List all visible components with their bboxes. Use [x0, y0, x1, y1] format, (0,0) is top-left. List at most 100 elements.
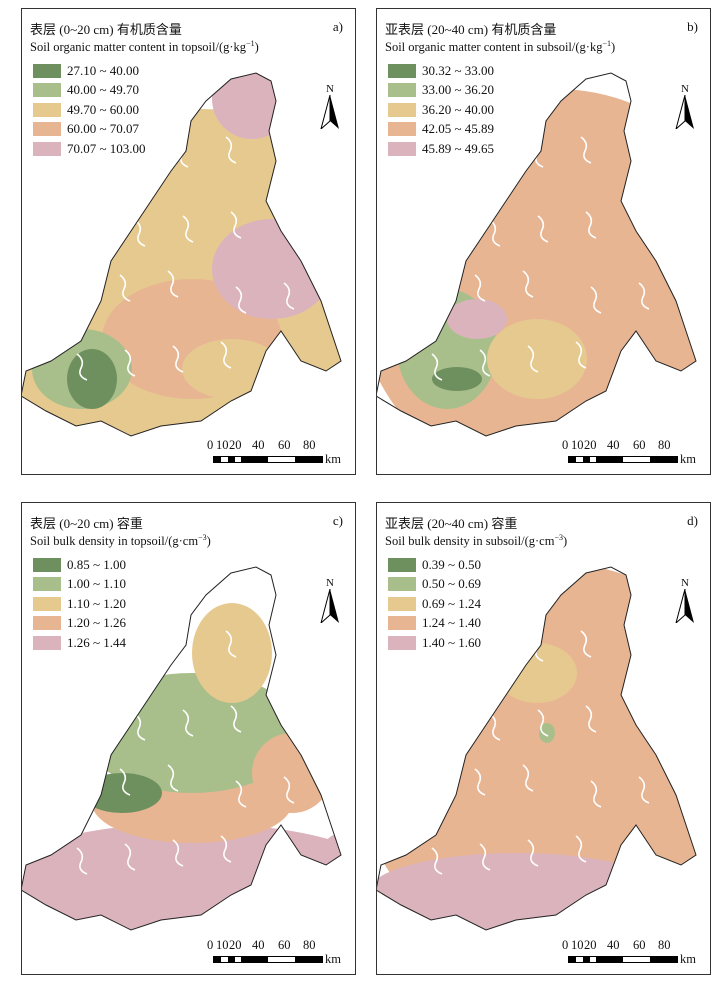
legend-swatch	[388, 102, 416, 117]
river-gap	[124, 843, 136, 871]
river-gap	[114, 693, 126, 721]
map-class-area	[252, 733, 332, 813]
north-arrow: N	[673, 577, 697, 626]
legend-range: 27.10 ~ 40.00	[67, 62, 140, 78]
legend: 27.10 ~ 40.00 40.00 ~ 49.70 49.70 ~ 60.00 6…	[33, 61, 146, 159]
map-class-area	[212, 219, 332, 319]
legend-swatch	[33, 83, 61, 98]
title-en-sup: −1	[246, 39, 255, 48]
scale-segment	[241, 957, 268, 962]
scale-segment	[650, 957, 677, 962]
scale-tick: 20	[584, 438, 597, 452]
river-gap	[585, 705, 597, 733]
title-en-sup: −3	[198, 533, 207, 542]
panel-title-en: Soil organic matter content in topsoil/(…	[30, 39, 259, 55]
north-label: N	[681, 577, 689, 589]
title-en-sup: −3	[554, 533, 563, 542]
scale-segment	[228, 457, 235, 462]
map-class-area	[182, 339, 282, 399]
river-gap	[580, 630, 592, 658]
river-gap	[479, 843, 491, 871]
scale-bar: 0 10 20 40 60 80 km	[207, 938, 347, 968]
panel-title-cn: 表层 (0~20 cm) 有机质含量	[30, 22, 182, 37]
north-label: N	[326, 577, 334, 589]
scale-bar-graphic	[213, 456, 323, 463]
river-gap	[575, 835, 587, 863]
scale-tick: 10	[216, 938, 229, 952]
title-en-end: )	[206, 534, 211, 549]
river-gap	[527, 839, 539, 867]
scale-tick: 10	[216, 438, 229, 452]
map-class-area	[67, 349, 117, 409]
scale-segment	[268, 457, 295, 462]
scale-tick: 80	[303, 938, 316, 952]
scale-ticks: 0 10 20 40 60 80	[562, 438, 702, 454]
legend-item: 0.85 ~ 1.00	[33, 555, 126, 575]
scale-tick: 40	[607, 438, 620, 452]
scale-tick: 0	[207, 938, 214, 952]
scale-tick: 0	[207, 438, 214, 452]
river-gap	[474, 768, 486, 796]
region-boundary	[377, 72, 697, 437]
river-gap	[628, 626, 640, 654]
legend-item: 1.24 ~ 1.40	[388, 614, 481, 634]
scale-tick: 40	[607, 938, 620, 952]
scale-segment	[228, 957, 235, 962]
river-gap	[580, 136, 592, 164]
legend-range: 30.32 ~ 33.00	[422, 62, 495, 78]
north-arrow: N	[673, 83, 697, 132]
map-class-area	[212, 73, 292, 139]
scale-unit: km	[325, 452, 341, 466]
river-gap	[288, 357, 300, 385]
scale-segment	[590, 957, 596, 962]
region-map	[377, 566, 697, 931]
panel-label: c)	[332, 513, 343, 528]
river-gap	[479, 349, 491, 377]
legend-range: 1.00 ~ 1.10	[67, 576, 127, 592]
river-gap	[220, 341, 232, 369]
river-gap	[66, 203, 78, 231]
legend-item: 45.89 ~ 49.65	[388, 139, 494, 159]
panel-label: d)	[687, 513, 698, 528]
legend-swatch	[388, 596, 416, 611]
north-arrow: N	[318, 83, 342, 132]
legend-range: 1.10 ~ 1.20	[67, 595, 127, 611]
legend-swatch	[388, 63, 416, 78]
river-gap	[273, 132, 285, 160]
river-gap	[489, 713, 501, 741]
legend-range: 0.85 ~ 1.00	[67, 556, 127, 572]
river-gap	[628, 132, 640, 160]
river-gap	[177, 634, 189, 662]
title-en-end: )	[562, 534, 568, 549]
legend-item: 70.07 ~ 103.00	[33, 139, 146, 159]
scale-tick: 60	[633, 438, 646, 452]
legend-range: 70.07 ~ 103.00	[67, 140, 146, 156]
legend-item: 49.70 ~ 60.00	[33, 100, 146, 120]
river-gap	[474, 274, 486, 302]
legend-item: 27.10 ~ 40.00	[33, 61, 146, 81]
river-gap	[124, 349, 136, 377]
legend-range: 1.40 ~ 1.60	[422, 634, 482, 650]
scale-segment	[583, 957, 590, 962]
scale-tick: 10	[571, 438, 584, 452]
scale-unit: km	[680, 452, 696, 466]
river-gap	[134, 219, 146, 247]
river-gap	[469, 199, 481, 227]
scale-segment	[241, 457, 268, 462]
legend-item: 0.50 ~ 0.69	[388, 575, 481, 595]
legend-swatch	[33, 102, 61, 117]
scale-segment	[569, 957, 576, 962]
scale-bar-graphic	[568, 956, 678, 963]
scale-ticks: 0 10 20 40 60 80	[562, 938, 702, 954]
legend: 30.32 ~ 33.00 33.00 ~ 36.20 36.20 ~ 40.00 4…	[388, 61, 494, 159]
legend-item: 1.00 ~ 1.10	[33, 575, 126, 595]
river-gap	[537, 215, 549, 243]
legend-item: 30.32 ~ 33.00	[388, 61, 494, 81]
legend: 0.39 ~ 0.50 0.50 ~ 0.69 0.69 ~ 1.24 1.24 ~ …	[388, 555, 481, 653]
scale-tick: 20	[229, 438, 242, 452]
river-gap	[182, 215, 194, 243]
river-gap	[638, 282, 650, 310]
north-arrow: N	[318, 577, 342, 626]
legend-swatch	[388, 122, 416, 137]
river-gap	[225, 136, 237, 164]
